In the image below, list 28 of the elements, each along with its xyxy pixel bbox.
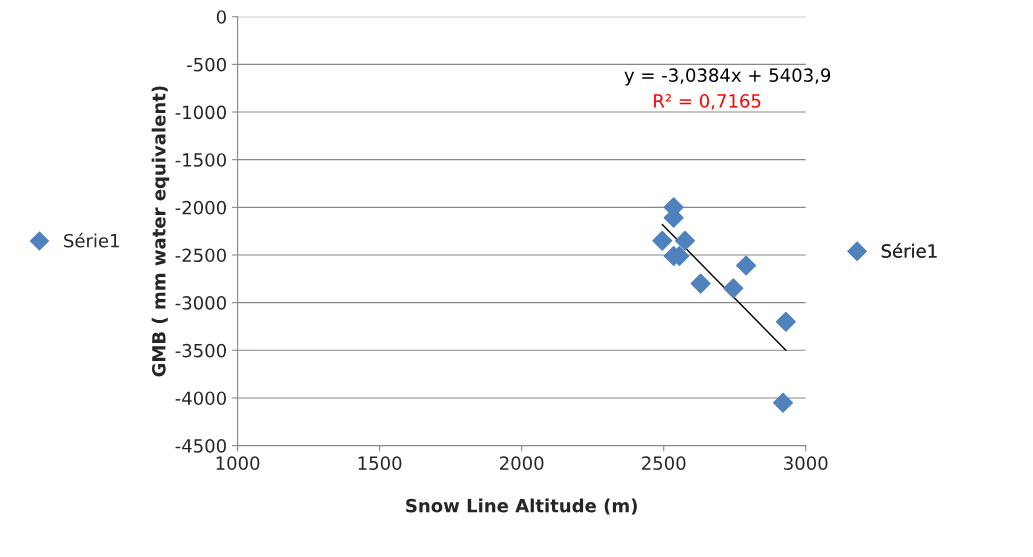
point — [674, 230, 696, 251]
annotation: R² = 0,7165 — [654, 94, 761, 110]
y-tick-label: -3500 — [175, 343, 226, 358]
x-axis-title: Snow Line Altitude (m) — [406, 498, 637, 515]
x-tick-label: 1500 — [358, 456, 402, 470]
y-tick-label: -3000 — [175, 296, 226, 310]
y-tick-label: -1500 — [175, 153, 226, 167]
y-tick-label: -500 — [187, 57, 226, 72]
x-tick-label: 2000 — [500, 456, 544, 470]
y-axis-title: GMB ( mm water equivalent) — [151, 86, 170, 377]
point — [690, 273, 711, 294]
x-tick-label: 1000 — [216, 456, 260, 470]
text: Série1 — [64, 232, 119, 248]
y-tick-label: 0 — [216, 10, 226, 24]
y-tick-label: -1000 — [175, 105, 226, 120]
y-tick-label: -2000 — [175, 200, 226, 215]
x-tick-label: 3000 — [784, 456, 828, 470]
point — [736, 255, 757, 276]
point — [652, 230, 673, 251]
y-tick-label: -4500 — [175, 439, 226, 453]
y-tick-label: -4000 — [175, 391, 226, 406]
point — [775, 311, 796, 332]
annotation: y = -3,0384x + 5403,9 — [624, 68, 831, 86]
point — [773, 392, 794, 413]
x-tick-label: 2500 — [642, 456, 686, 470]
legend-label: Série1 — [881, 243, 937, 258]
point — [723, 278, 744, 299]
y-tick-label: -2500 — [175, 248, 226, 263]
